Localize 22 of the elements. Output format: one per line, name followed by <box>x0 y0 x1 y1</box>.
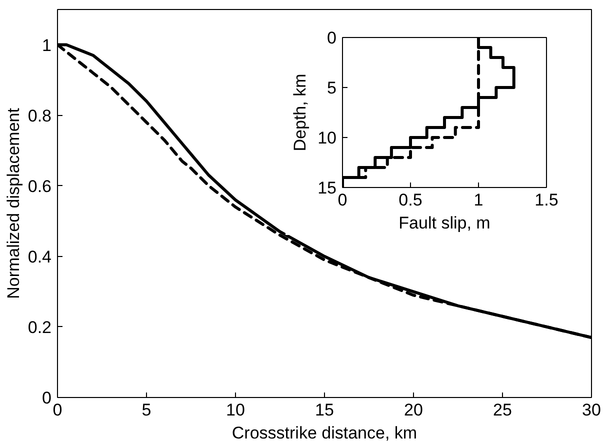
y-axis-title: Depth, km <box>290 74 310 152</box>
x-tick-label: 1.5 <box>534 190 558 210</box>
x-tick-label: 25 <box>493 400 512 420</box>
y-tick-label: 15 <box>318 178 337 198</box>
y-tick-label: 5 <box>327 78 337 98</box>
y-tick-label: 0.6 <box>28 176 52 196</box>
y-tick-label: 10 <box>318 128 337 148</box>
x-axis-title: Fault slip, m <box>398 214 490 232</box>
x-tick-label: 20 <box>404 400 423 420</box>
x-axis-title: Crossstrike distance, km <box>232 424 418 442</box>
y-tick-label: 1 <box>42 36 52 55</box>
x-tick-label: 5 <box>142 400 152 420</box>
y-axis-title: Normalized displacement <box>4 108 23 299</box>
y-tick-label: 0.8 <box>28 106 52 126</box>
x-tick-label: 0.5 <box>398 190 422 210</box>
y-tick-label: 0.2 <box>28 318 52 337</box>
x-tick-label: 30 <box>582 400 601 420</box>
y-tick-label: 0 <box>42 388 52 408</box>
x-tick-label: 10 <box>226 400 245 420</box>
y-tick-label: 0 <box>327 28 337 48</box>
y-tick-label: 0.4 <box>28 247 52 266</box>
x-tick-label: 1 <box>474 190 484 210</box>
